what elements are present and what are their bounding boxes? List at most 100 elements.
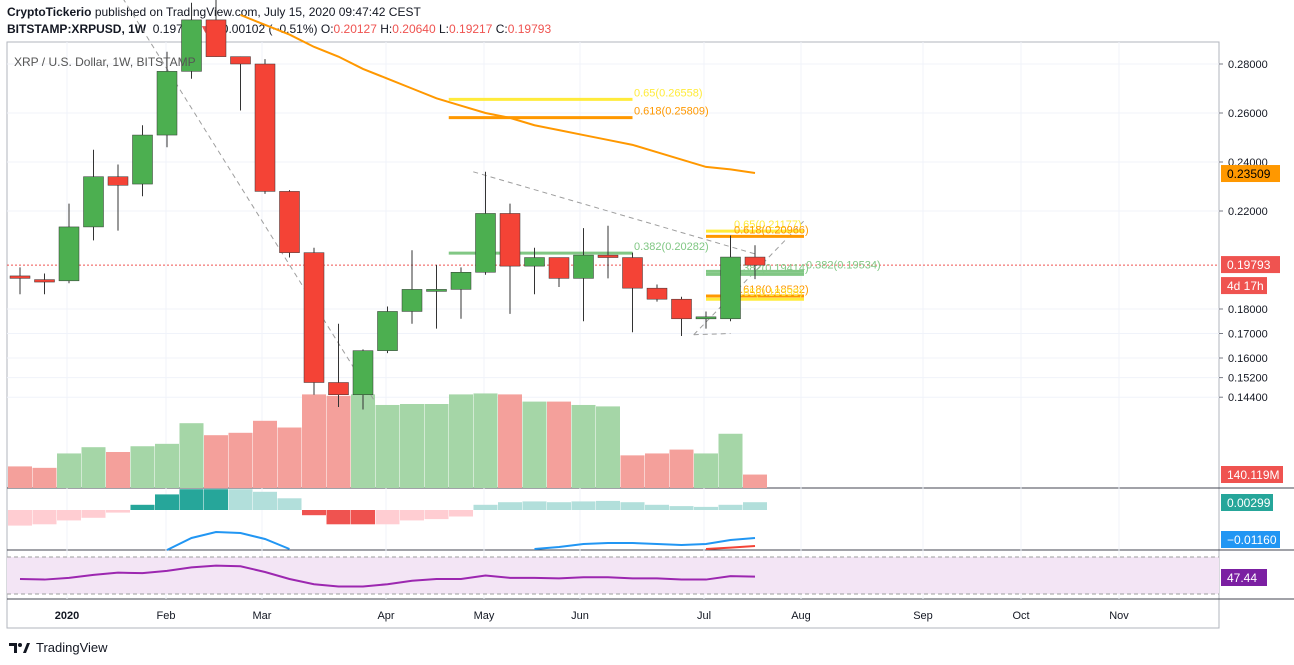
rsi-line <box>19 564 756 588</box>
macd-histogram-bar <box>620 502 645 510</box>
low-label: L: <box>439 22 450 36</box>
volume-bar <box>743 474 767 488</box>
trendline <box>473 171 756 255</box>
candle-body <box>328 382 349 395</box>
candle-body <box>671 298 692 320</box>
candle-body <box>83 176 104 228</box>
close-value: 0.19793 <box>507 22 552 36</box>
last-price-tag: 0.19793 <box>1227 258 1271 272</box>
candle-body <box>156 71 178 136</box>
macd-histogram-bar <box>669 506 694 510</box>
candle-body <box>9 275 31 279</box>
volume-bar <box>498 394 522 488</box>
plot-border <box>6 41 1220 629</box>
macd-histogram-bar <box>228 489 253 510</box>
trendline <box>693 333 731 336</box>
ma-price-tag-bg <box>1221 165 1280 183</box>
volume-bar <box>253 420 277 488</box>
volume-bar <box>302 394 326 488</box>
volume-bar <box>596 406 620 488</box>
x-tick-label: Jun <box>571 610 589 622</box>
volume-bar <box>571 404 596 488</box>
volume-bar <box>718 433 743 488</box>
macd-histogram-bar <box>326 510 351 525</box>
candle-body <box>548 257 570 279</box>
x-tick-label: Sep <box>913 610 933 622</box>
volume-bar <box>694 453 718 488</box>
publisher-name[interactable]: CryptoTickerio <box>7 5 92 19</box>
rsi-tag: 47.44 <box>1227 571 1257 585</box>
fib-levels: 0.65(0.26558) 0.618(0.25809) 0.382(0.20282… <box>448 87 881 301</box>
candle-body <box>744 256 766 266</box>
high-value: 0.20640 <box>392 22 436 36</box>
published-text: published on TradingView.com, July 15, 2… <box>94 5 421 19</box>
trendlines <box>123 0 805 403</box>
y-tick-label: 0.18000 <box>1228 304 1268 316</box>
y-tick-label: 0.22000 <box>1228 206 1268 218</box>
volume-bar <box>547 401 571 488</box>
candle-body <box>622 257 643 289</box>
fib-label: 0.618(0.25809) <box>634 106 709 118</box>
macd-histogram-bar <box>130 504 155 510</box>
open-value: 0.20127 <box>333 22 377 36</box>
macd-histogram-bar <box>718 504 743 510</box>
grid-lines <box>6 41 1294 629</box>
volume-bar <box>179 423 204 488</box>
countdown-tag: 4d 17h <box>1227 279 1264 293</box>
candle-body <box>352 350 374 395</box>
candle-body <box>524 257 545 267</box>
volume-bar <box>351 394 375 488</box>
macd-hist-tag-bg <box>1221 494 1273 511</box>
x-tick-label: 2020 <box>55 610 79 622</box>
candle-body <box>720 256 741 320</box>
volume-bar <box>228 432 253 488</box>
candle-body <box>573 254 594 279</box>
volume-bar <box>8 466 32 488</box>
x-tick-label: Nov <box>1109 610 1129 622</box>
macd-histogram-bar <box>743 502 767 510</box>
candle-body <box>499 213 521 267</box>
volume-bar <box>522 401 547 488</box>
macd-histogram-bar <box>204 489 228 510</box>
publish-info: CryptoTickerio published on TradingView.… <box>7 5 421 19</box>
candle-body <box>597 254 619 258</box>
candle-body <box>426 289 447 292</box>
countdown-tag-bg <box>1221 277 1267 295</box>
macd-histogram-bar <box>645 504 669 510</box>
candle-body <box>450 272 472 290</box>
volume-bar <box>375 404 400 488</box>
x-tick-label: Apr <box>377 610 394 622</box>
macd-histogram-bar <box>522 501 547 510</box>
candle-body <box>181 19 202 72</box>
macd-line <box>166 530 290 551</box>
volume-bar <box>645 453 669 488</box>
fib-label: 0.618(0.18532) <box>734 284 809 296</box>
macd-histogram-bar <box>400 510 424 521</box>
macd-tag: −0.01160 <box>1227 533 1277 547</box>
ma-price-tag: 0.23509 <box>1227 167 1271 181</box>
volume-bar <box>473 393 498 488</box>
x-tick-label: Aug <box>791 610 811 622</box>
symbol-name: BITSTAMP:XRPUSD, 1W <box>7 22 147 36</box>
x-tick-label: Jul <box>697 610 711 622</box>
x-tick-label: Mar <box>253 610 272 622</box>
volume-bar <box>155 443 179 488</box>
last-price-tag-bg <box>1221 256 1280 274</box>
candle-body <box>303 252 325 383</box>
signal-line <box>705 545 756 550</box>
macd-histogram-bar <box>8 510 32 526</box>
macd-tag-bg <box>1221 531 1280 548</box>
chart-title: XRP / U.S. Dollar, 1W, BITSTAMP <box>14 55 196 69</box>
candle-body <box>230 56 251 65</box>
price-labels: 0.23509 0.19793 4d 17h 140.119M 0.00299 −0.01… <box>1221 165 1283 586</box>
macd-pane <box>8 489 767 551</box>
macd-histogram-bar <box>302 510 326 516</box>
macd-histogram-bar <box>694 506 718 510</box>
volume-tag: 140.119M <box>1227 468 1279 482</box>
candle-body <box>254 63 276 192</box>
rsi-tag-bg <box>1221 569 1267 586</box>
y-tick-label: 0.16000 <box>1228 353 1268 365</box>
fib-label: 0.382(0.19534) <box>806 259 881 271</box>
footer-brand[interactable]: TradingView <box>36 639 108 655</box>
